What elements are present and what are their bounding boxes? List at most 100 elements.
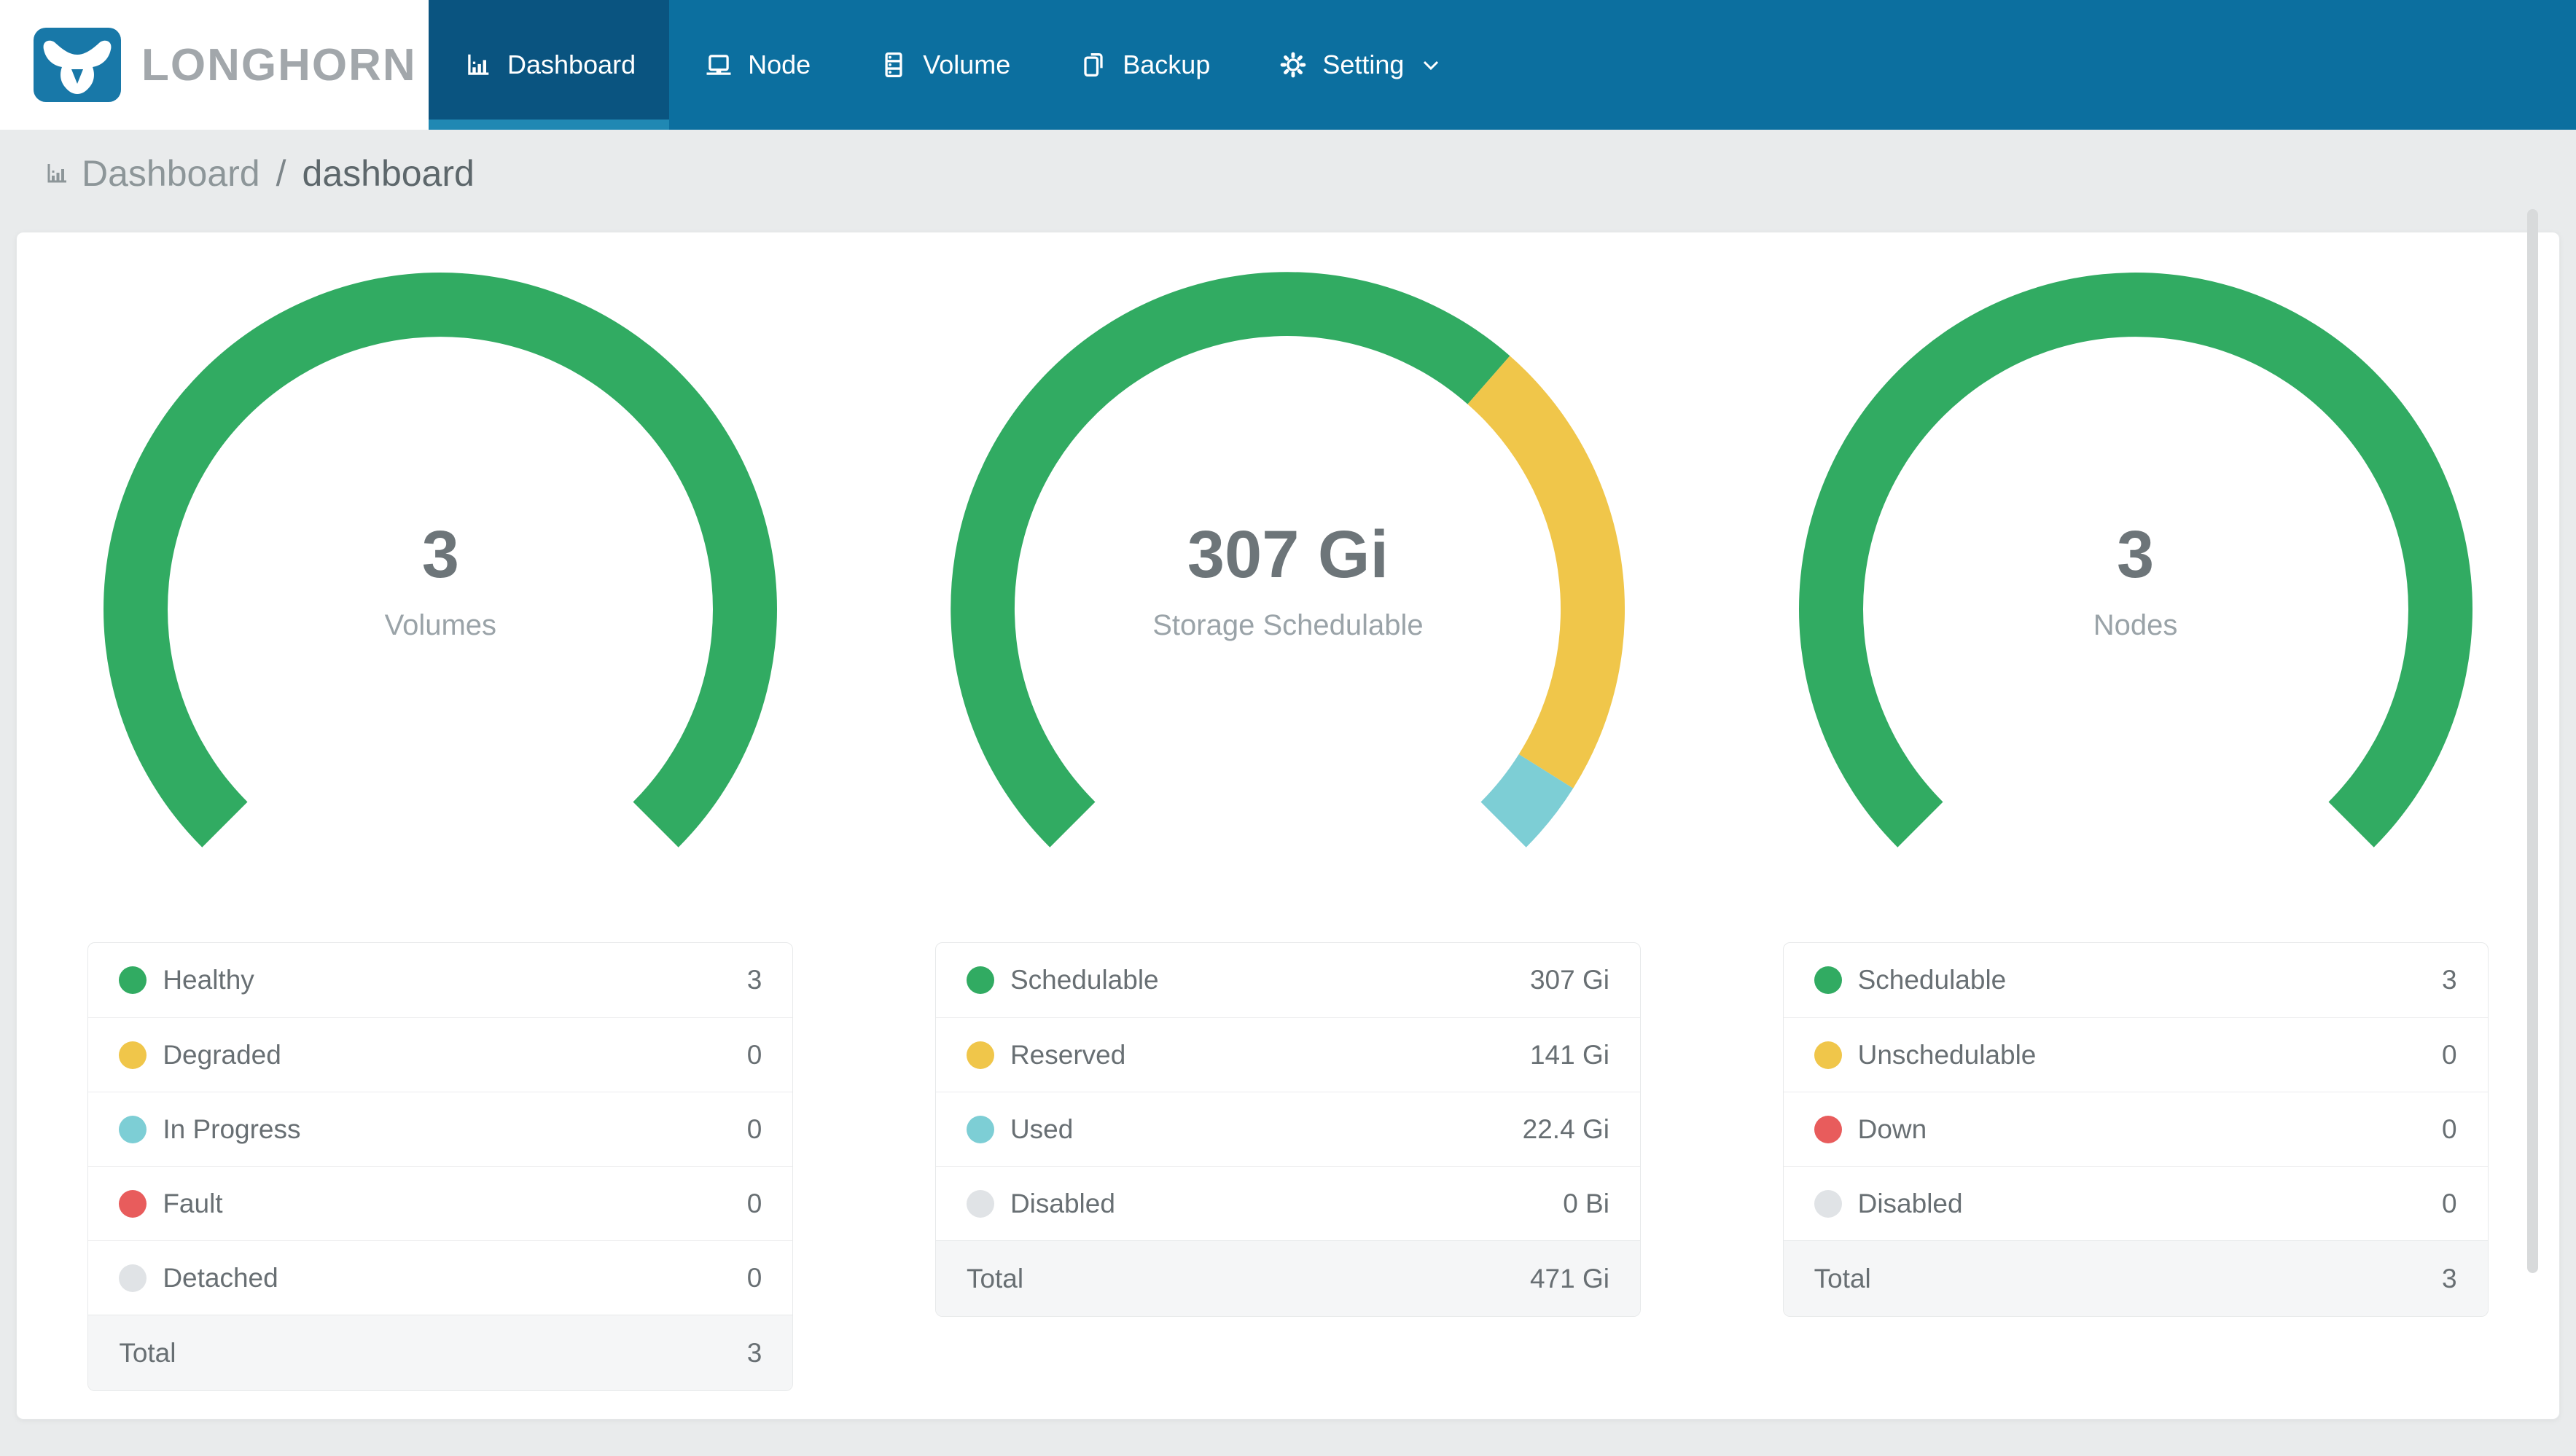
legend-dot-yellow xyxy=(119,1041,147,1069)
legend-value: 0 Bi xyxy=(1563,1188,1609,1218)
laptop-icon xyxy=(706,55,731,75)
legend-table-nodes: Schedulable 3 Unschedulable 0 Down 0 Disabled 0… xyxy=(1782,942,2489,1317)
legend-row: Used 22.4 Gi xyxy=(935,1092,1640,1166)
nodes-column: 3 Nodes Schedulable 3 Unschedulable 0 Down 0 Dis… xyxy=(1712,267,2559,1419)
legend-row: Fault 0 xyxy=(88,1166,793,1240)
legend-label: Unschedulable xyxy=(1857,1039,2037,1070)
legend-dot-gray xyxy=(1814,1189,1842,1218)
nav-item-dashboard[interactable]: Dashboard xyxy=(429,0,670,130)
server-icon xyxy=(885,52,902,78)
legend-value: 0 xyxy=(2442,1039,2457,1070)
legend-dot-teal xyxy=(966,1115,994,1143)
legend-row: Schedulable 3 xyxy=(1784,943,2488,1017)
gauge-segment-reserved xyxy=(1467,356,1625,788)
legend-value: 0 xyxy=(746,1113,762,1144)
gauge-chart-nodes xyxy=(1798,273,2472,848)
breadcrumb: Dashboard / dashboard xyxy=(42,153,2576,194)
longhorn-bull-icon xyxy=(34,28,121,102)
gauge-segment-schedulable xyxy=(1798,273,2472,848)
gear-icon xyxy=(1281,52,1306,78)
legend-dot-teal xyxy=(119,1115,147,1143)
legend-total-row: Total 471 Gi xyxy=(935,1240,1640,1316)
legend-label: Degraded xyxy=(163,1039,281,1070)
legend-dot-gray xyxy=(966,1189,994,1218)
total-value: 471 Gi xyxy=(1529,1263,1609,1293)
main-nav: Dashboard Node Volume xyxy=(429,0,1477,130)
gauge-nodes: 3 Nodes xyxy=(1793,267,2478,850)
total-value: 3 xyxy=(2442,1263,2457,1293)
legend-dot-gray xyxy=(119,1264,147,1292)
breadcrumb-section[interactable]: Dashboard xyxy=(82,153,260,194)
nav-label-dashboard: Dashboard xyxy=(507,50,636,79)
breadcrumb-page: dashboard xyxy=(302,153,475,194)
legend-row: Healthy 3 xyxy=(88,943,792,1017)
nav-item-volume[interactable]: Volume xyxy=(844,0,1044,130)
legend-row: Detached 0 xyxy=(88,1240,793,1315)
copy-file-icon xyxy=(1084,53,1103,77)
legend-label: In Progress xyxy=(163,1113,301,1144)
legend-label: Used xyxy=(1010,1113,1074,1144)
nav-item-setting[interactable]: Setting xyxy=(1244,0,1477,130)
legend-value: 0 xyxy=(2442,1113,2457,1144)
gauge-segment-healthy xyxy=(104,273,778,848)
legend-value: 141 Gi xyxy=(1529,1039,1609,1070)
dashboard-card: 3 Volumes Healthy 3 Degraded 0 In Progress 0 Fau… xyxy=(16,232,2560,1420)
brand-name: LONGHORN xyxy=(141,39,417,90)
legend-value: 3 xyxy=(2442,965,2457,995)
volumes-column: 3 Volumes Healthy 3 Degraded 0 In Progress 0 Fau… xyxy=(17,267,864,1419)
legend-row: Disabled 0 xyxy=(1783,1166,2488,1240)
legend-dot-red xyxy=(119,1189,147,1218)
legend-row: Reserved 141 Gi xyxy=(935,1017,1640,1092)
legend-dot-green xyxy=(119,966,147,994)
bar-chart-icon xyxy=(47,164,66,183)
nav-label-setting: Setting xyxy=(1322,50,1405,79)
total-label: Total xyxy=(119,1337,176,1368)
gauge-segment-schedulable xyxy=(951,272,1510,848)
legend-label: Disabled xyxy=(1010,1188,1115,1218)
legend-total-row: Total 3 xyxy=(1783,1240,2488,1316)
legend-label: Schedulable xyxy=(1857,965,2007,995)
nav-item-node[interactable]: Node xyxy=(669,0,844,130)
legend-dot-green xyxy=(1814,966,1842,994)
nav-item-backup[interactable]: Backup xyxy=(1044,0,1244,130)
legend-row: Down 0 xyxy=(1783,1092,2488,1166)
legend-value: 22.4 Gi xyxy=(1522,1113,1609,1144)
legend-value: 0 xyxy=(746,1039,762,1070)
total-value: 3 xyxy=(746,1337,762,1368)
legend-label: Reserved xyxy=(1010,1039,1126,1070)
gauge-chart-storage xyxy=(951,272,1625,848)
legend-row: Degraded 0 xyxy=(88,1017,793,1092)
total-label: Total xyxy=(966,1263,1024,1293)
nav-label-volume: Volume xyxy=(923,50,1011,79)
legend-value: 0 xyxy=(746,1188,762,1218)
top-nav-bar: LONGHORN Dashboard Node xyxy=(0,0,2576,130)
legend-table-storage: Schedulable 307 Gi Reserved 141 Gi Used 22.4 … xyxy=(934,942,1641,1317)
gauge-volumes: 3 Volumes xyxy=(98,267,783,850)
legend-label: Fault xyxy=(163,1188,223,1218)
legend-row: Unschedulable 0 xyxy=(1783,1017,2488,1092)
storage-column: 307 Gi Storage Schedulable Schedulable 307 … xyxy=(864,267,1712,1419)
brand-logo-area[interactable]: LONGHORN xyxy=(0,0,429,130)
nav-label-node: Node xyxy=(748,50,811,79)
legend-value: 3 xyxy=(746,965,762,995)
gauge-chart-volumes xyxy=(104,273,778,848)
legend-row: Schedulable 307 Gi xyxy=(936,943,1640,1017)
legend-value: 307 Gi xyxy=(1529,965,1609,995)
chevron-down-icon xyxy=(1424,60,1439,71)
legend-table-volumes: Healthy 3 Degraded 0 In Progress 0 Fault 0 Detac… xyxy=(87,942,794,1391)
bar-chart-icon xyxy=(468,54,489,75)
legend-row: Disabled 0 Bi xyxy=(935,1166,1640,1240)
legend-label: Down xyxy=(1857,1113,1927,1144)
legend-row: In Progress 0 xyxy=(88,1092,793,1166)
legend-total-row: Total 3 xyxy=(88,1315,793,1390)
legend-value: 0 xyxy=(2442,1188,2457,1218)
legend-label: Detached xyxy=(163,1262,278,1293)
legend-label: Schedulable xyxy=(1010,965,1159,995)
nav-label-backup: Backup xyxy=(1123,50,1211,79)
vertical-scrollbar-thumb[interactable] xyxy=(2527,209,2538,1273)
legend-dot-green xyxy=(966,966,994,994)
legend-dot-red xyxy=(1814,1115,1842,1143)
legend-value: 0 xyxy=(746,1262,762,1293)
gauge-storage: 307 Gi Storage Schedulable xyxy=(945,267,1631,850)
gauge-segment-used xyxy=(1480,754,1574,848)
